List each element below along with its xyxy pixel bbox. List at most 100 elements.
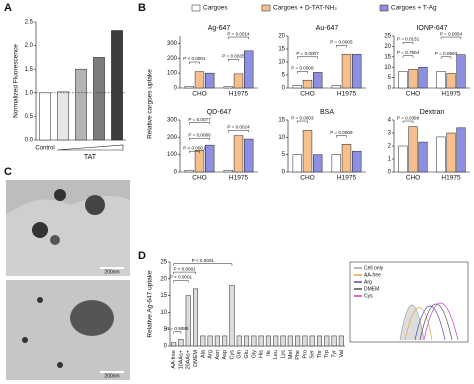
scale-bar-label: 200nm: [104, 373, 119, 379]
y-tick-label: 0: [174, 170, 178, 176]
chart-title: BSA: [320, 109, 334, 116]
x-tick-label: Cys: [229, 350, 235, 360]
bar: [244, 335, 250, 347]
x-tick-label: Gln: [237, 350, 243, 359]
panel-label: B: [138, 2, 146, 14]
y-tick-label: 0: [388, 86, 392, 92]
bar: [302, 79, 313, 89]
p-value: P = 0.0007: [296, 51, 319, 56]
bar: [316, 335, 322, 347]
significance-bracket: [297, 120, 308, 124]
p-value: P = 0.0131: [397, 36, 420, 41]
legend-swatch: [379, 4, 389, 12]
panel-label: C: [4, 166, 12, 178]
bar: [184, 170, 194, 173]
bar: [352, 53, 362, 89]
x-tick-label: Thr: [317, 350, 323, 358]
legend-label: Cargoes: [203, 5, 228, 12]
p-value: P < 0.0001: [183, 145, 206, 150]
y-tick-label: 0: [164, 344, 168, 350]
bar: [292, 85, 302, 89]
significance-bracket: [189, 150, 200, 154]
chart-title: QD-647: [207, 109, 232, 116]
bar: [352, 150, 362, 173]
x-tick-label: CHO: [300, 175, 314, 182]
y-tick-label: 10: [278, 60, 285, 66]
x-tick-label: Glu: [244, 350, 250, 359]
y-tick-label: 15: [278, 47, 285, 53]
y-tick-label: 10: [278, 135, 285, 141]
p-value: P = 0.7504: [397, 50, 420, 55]
y-tick-label: 15: [160, 293, 167, 299]
bar: [456, 54, 466, 89]
y-tick-label: 1.0: [25, 90, 34, 96]
y-tick-label: 15: [384, 54, 391, 60]
chart-title: Dextran: [420, 109, 445, 116]
y-tick-label: 0.5: [25, 114, 34, 120]
y-tick-label: 3: [388, 131, 392, 137]
bar: [223, 170, 233, 173]
y-tick-label: 1: [388, 157, 392, 163]
p-value: P = 0.9088: [166, 326, 189, 331]
y-tick-label: 5: [388, 75, 392, 81]
legend-label: AA-free: [364, 272, 381, 278]
p-value: P = 0.0035: [222, 54, 245, 59]
x-tick-label: Ala: [200, 349, 206, 358]
x-tick-label: Arg: [208, 350, 214, 359]
group-label: TAT: [84, 154, 97, 161]
p-value: P = 0.0693: [435, 51, 458, 56]
x-tick-label: CHO: [406, 91, 420, 98]
bar: [418, 66, 428, 89]
bar: [178, 339, 184, 347]
p-value: P = 0.0014: [227, 31, 250, 36]
y-tick-label: 200: [167, 56, 178, 62]
bar: [331, 85, 341, 89]
y-tick-label: 200: [167, 135, 178, 141]
bar: [229, 285, 235, 347]
bar: [273, 335, 279, 347]
y-tick-label: 100: [167, 152, 178, 158]
y-tick-label: 15: [278, 118, 285, 124]
x-tick-label: Ser: [310, 350, 316, 359]
bar: [236, 335, 242, 347]
x-tick-label: Val: [339, 350, 345, 358]
chart-title: Ag-647: [208, 25, 231, 32]
p-value: P = 0.0054: [440, 31, 463, 36]
bar: [408, 126, 418, 173]
legend-label: DMEM: [364, 286, 379, 292]
x-tick-label: H1975: [337, 91, 357, 98]
bar: [446, 132, 456, 173]
significance-bracket: [440, 56, 452, 59]
x-tick-label: H1975: [441, 91, 461, 98]
bar: [302, 130, 313, 173]
bar: [309, 335, 315, 347]
bar: [313, 154, 323, 173]
bar: [75, 68, 87, 141]
bar: [207, 335, 213, 347]
y-tick-label: 0: [282, 86, 286, 92]
significance-bracket: [402, 55, 414, 58]
panel-label: D: [138, 250, 146, 262]
x-tick-label: H1975: [337, 175, 357, 182]
bar: [223, 86, 233, 89]
x-tick-label: Control: [35, 146, 54, 152]
x-tick-label: AA-free: [171, 350, 177, 369]
x-tick-label: Trp: [324, 350, 330, 358]
bar: [194, 150, 205, 173]
p-value: P = 0.0005: [330, 40, 353, 45]
x-tick-label: CHO: [300, 91, 314, 98]
y-tick-label: 4: [388, 118, 392, 124]
y-tick-label: 2.5: [25, 20, 34, 26]
bar: [57, 91, 69, 141]
bar: [205, 144, 215, 173]
legend-swatch: [191, 4, 201, 12]
scale-bar-label: 200nm: [104, 269, 119, 275]
x-tick-label: 20AAs+: [186, 350, 192, 369]
bar: [39, 92, 51, 141]
y-tick-label: 5: [164, 327, 168, 333]
bar: [93, 57, 105, 141]
x-tick-label: Lys: [280, 350, 286, 359]
y-tick-label: 5: [282, 152, 286, 158]
bar: [233, 135, 244, 173]
significance-bracket: [173, 331, 182, 334]
